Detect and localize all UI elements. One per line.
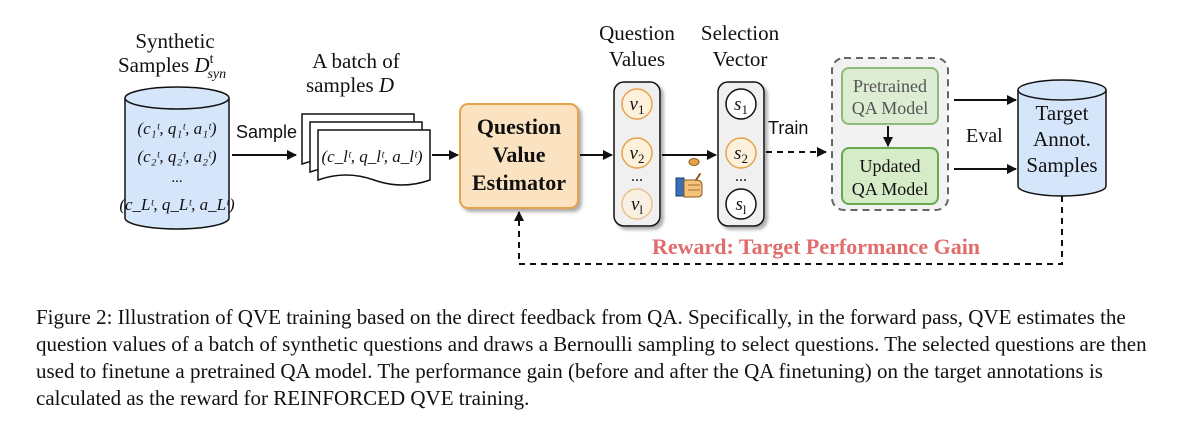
value-circle-1	[621, 88, 653, 120]
pretrained-label-line2: QA Model	[852, 98, 929, 118]
qve-label-line1: Question	[477, 114, 561, 139]
batch-title-line2: samples D	[306, 73, 394, 97]
synthetic-title-line2: Samples Dt syn	[118, 52, 226, 82]
synthetic-row-2: (c₂ᵗ, q₂ᵗ, a₂ᵗ)	[137, 147, 217, 166]
values-title-line1: Question	[599, 21, 675, 45]
synthetic-row-l: (c_Lᵗ, q_Lᵗ, a_Lᵗ)	[119, 195, 235, 214]
target-label-line3: Samples	[1026, 153, 1097, 177]
figure-caption: Figure 2: Illustration of QVE training b…	[36, 305, 1147, 410]
updated-label-line1: Updated	[860, 156, 921, 176]
selection-circle-2	[725, 137, 757, 169]
synthetic-samples-cylinder	[124, 86, 230, 230]
pretrained-label-line1: Pretrained	[853, 76, 927, 96]
selection-title-line2: Vector	[713, 47, 768, 71]
selection-circle-l	[725, 188, 757, 220]
target-label-line2: Annot.	[1033, 127, 1091, 151]
value-circle-l	[621, 188, 653, 220]
selection-label-l: sl	[735, 194, 746, 217]
synthetic-title-line1: Synthetic	[135, 29, 214, 53]
value-ellipsis: ...	[631, 168, 643, 185]
qve-label-line2: Value	[493, 142, 546, 167]
batch-row: (c_lᵗ, q_lᵗ, a_lᵗ)	[321, 147, 422, 166]
synthetic-row-1: (c₁ᵗ, q₁ᵗ, a₁ᵗ)	[137, 119, 217, 138]
pretrained-qa-model-box	[841, 67, 939, 125]
sample-label: Sample	[236, 122, 297, 142]
target-label-line1: Target	[1036, 101, 1089, 125]
coin-flip-icon	[675, 158, 703, 198]
updated-qa-model-box	[841, 147, 939, 205]
batch-title-line1: A batch of	[312, 49, 399, 73]
reward-feedback-arrow	[514, 196, 1063, 265]
values-title-line2: Values	[609, 47, 665, 71]
train-label: Train	[768, 118, 808, 138]
qve-box	[459, 103, 579, 209]
value-label-2: v2	[630, 143, 645, 166]
selection-circle-1	[725, 88, 757, 120]
reward-label: Reward: Target Performance Gain	[652, 234, 980, 259]
selection-label-2: s2	[734, 143, 748, 166]
selection-label-1: s1	[734, 94, 748, 117]
selection-ellipsis: ...	[735, 168, 747, 185]
value-circle-2	[621, 137, 653, 169]
updated-label-line2: QA Model	[852, 179, 929, 199]
value-label-1: v1	[630, 94, 645, 117]
batch-documents	[301, 113, 431, 186]
value-label-l: vl	[631, 194, 643, 217]
eval-label: Eval	[966, 125, 1003, 147]
qve-training-diagram: Synthetic Samples Dt syn (c₁ᵗ, q₁ᵗ, a₁ᵗ) …	[118, 21, 1107, 265]
selection-title-line1: Selection	[701, 21, 780, 45]
qve-label-line3: Estimator	[472, 170, 566, 195]
synthetic-row-ellipsis: ...	[171, 170, 182, 186]
